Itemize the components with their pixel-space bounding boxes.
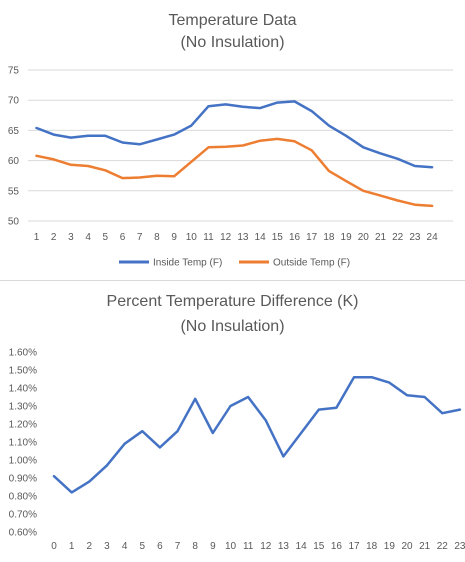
x-tick-label: 3 [68, 232, 74, 243]
x-tick-label: 6 [120, 232, 126, 243]
percent-diff-chart: Percent Temperature Difference (K) (No I… [0, 281, 465, 562]
temperature-chart: Temperature Data (No Insulation) 50 55 60 6… [0, 0, 465, 281]
chart-title: Temperature Data [168, 12, 296, 29]
x-tick-label: 23 [409, 232, 421, 243]
y-tick-label: 0.60% [9, 528, 37, 539]
x-tick-label: 20 [358, 232, 370, 243]
x-tick-label: 2 [51, 232, 57, 243]
x-tick-label: 1 [34, 232, 40, 243]
x-tick-label: 2 [87, 541, 93, 552]
x-tick-label: 13 [237, 232, 249, 243]
x-tick-label: 18 [323, 232, 335, 243]
y-tick-label: 1.50% [9, 366, 37, 377]
percent-diff-chart-panel: Percent Temperature Difference (K) (No I… [0, 281, 465, 562]
x-tick-label: 15 [272, 232, 284, 243]
x-tick-label: 16 [289, 232, 301, 243]
x-tick-label: 12 [260, 541, 272, 552]
x-tick-label: 15 [313, 541, 325, 552]
x-tick-label: 7 [137, 232, 143, 243]
y-tick-label: 55 [8, 186, 20, 197]
x-tick-label: 16 [331, 541, 343, 552]
chart-subtitle: (No Insulation) [180, 34, 284, 51]
x-tick-label: 23 [454, 541, 465, 552]
x-tick-label: 1 [69, 541, 75, 552]
x-tick-label: 17 [348, 541, 360, 552]
x-tick-label: 24 [427, 232, 439, 243]
x-tick-label: 8 [192, 541, 198, 552]
y-tick-label: 1.40% [9, 384, 37, 395]
y-tick-label: 75 [8, 66, 20, 77]
x-tick-label: 17 [306, 232, 318, 243]
x-tick-label: 4 [85, 232, 91, 243]
x-tick-label: 11 [243, 541, 254, 552]
y-tick-label: 0.90% [9, 474, 37, 485]
x-tick-label: 9 [210, 541, 216, 552]
x-tick-label: 22 [437, 541, 449, 552]
x-tick-label: 4 [122, 541, 128, 552]
x-tick-label: 10 [186, 232, 198, 243]
x-tick-label: 13 [278, 541, 290, 552]
x-tick-label: 19 [384, 541, 396, 552]
temperature-chart-panel: Temperature Data (No Insulation) 50 55 60 6… [0, 0, 465, 281]
x-tick-label: 6 [157, 541, 163, 552]
y-tick-label: 0.70% [9, 510, 37, 521]
x-tick-label: 10 [225, 541, 237, 552]
x-tick-label: 22 [392, 232, 404, 243]
x-tick-label: 8 [154, 232, 160, 243]
x-tick-label: 21 [375, 232, 387, 243]
y-tick-label: 1.00% [9, 456, 37, 467]
outside-temp-f-line [37, 139, 433, 206]
x-tick-label: 0 [51, 541, 57, 552]
inside-temp-f-line [37, 101, 433, 167]
x-tick-label: 18 [366, 541, 378, 552]
chart-subtitle: (No Insulation) [180, 318, 284, 335]
x-tick-label: 9 [171, 232, 177, 243]
x-tick-label: 21 [419, 541, 431, 552]
y-tick-label: 0.80% [9, 492, 37, 503]
series-line [54, 377, 460, 492]
x-tick-label: 5 [139, 541, 145, 552]
y-tick-label: 1.60% [9, 348, 37, 359]
y-tick-label: 1.20% [9, 420, 37, 431]
chart-title: Percent Temperature Difference (K) [107, 293, 359, 310]
y-tick-label: 70 [8, 96, 20, 107]
x-tick-label: 12 [220, 232, 232, 243]
x-tick-label: 19 [341, 232, 353, 243]
x-tick-label: 11 [203, 232, 214, 243]
y-tick-label: 50 [8, 217, 20, 228]
x-tick-label: 7 [175, 541, 181, 552]
x-tick-label: 5 [103, 232, 109, 243]
x-tick-label: 3 [104, 541, 110, 552]
x-tick-label: 14 [255, 232, 267, 243]
legend-label: Inside Temp (F) [153, 258, 222, 269]
x-tick-label: 14 [296, 541, 308, 552]
y-tick-label: 65 [8, 126, 20, 137]
legend-label: Outside Temp (F) [273, 258, 350, 269]
y-tick-label: 1.30% [9, 402, 37, 413]
y-tick-label: 60 [8, 156, 20, 167]
y-tick-label: 1.10% [9, 438, 37, 449]
x-tick-label: 20 [401, 541, 413, 552]
